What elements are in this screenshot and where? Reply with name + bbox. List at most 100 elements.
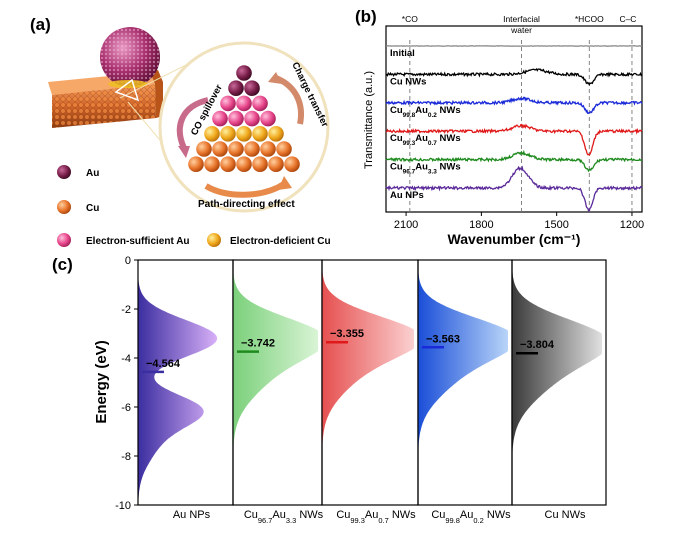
legend-item-ed-cu: Electron-deficient Cu (207, 233, 331, 247)
ftir-series-label-part: 0.2 (428, 111, 437, 118)
ftir-series-label-part: Au (415, 105, 428, 116)
pdos-panel: −3.355 Cu99.3Au0.7 NWs (321, 259, 419, 525)
atom (244, 110, 260, 127)
pdos-panel: −4.564 Au NPs (137, 259, 234, 521)
y-tick-label: -4 (121, 353, 131, 365)
au-nanoparticle (100, 27, 160, 88)
pdos-category-label-part: 99.8 (445, 516, 460, 525)
pdos-y-axis-title: Energy (eV) (93, 340, 110, 423)
pdos-category-label-part: NWs (484, 509, 511, 521)
atom (228, 80, 244, 96)
atom (252, 156, 268, 172)
pdos-category-label-part: Cu (244, 509, 258, 521)
ftir-series-label-part: NWs (437, 105, 461, 116)
atom (236, 95, 252, 112)
atom (228, 110, 244, 127)
pdos-area (138, 260, 218, 505)
ftir-series-label: Cu NWs (390, 76, 426, 87)
pdos-area (322, 260, 414, 505)
ftir-x-axis: 2100 1800 1500 1200 (394, 212, 644, 231)
path-directing-label: Path-directing effect (198, 199, 295, 210)
atom (252, 95, 268, 112)
ftir-series-label-part: 99.3 (403, 140, 416, 147)
legend-item-es-au: Electron-sufficient Au (57, 233, 190, 247)
ftir-series-label-part: 0.7 (428, 140, 437, 147)
d-band-center-label: −3.742 (241, 338, 275, 350)
pdos-category-label: Cu99.3Au0.7 NWs (336, 509, 416, 525)
pdos-area (418, 260, 508, 505)
d-band-center-label: −4.564 (146, 358, 181, 370)
pdos-category-label-part: Cu (336, 509, 350, 521)
y-tick-label: 0 (125, 255, 131, 267)
atom (260, 110, 276, 127)
pdos-area (233, 260, 318, 505)
zoom-marker (114, 78, 140, 102)
ftir-series-label-part: 96.7 (403, 168, 416, 175)
atom (196, 141, 212, 157)
charge-transfer-arrow (274, 75, 304, 125)
ftir-series-line (385, 67, 643, 86)
legend-item-au: Au (57, 165, 99, 179)
y-tick-label: -6 (121, 402, 131, 414)
legend-label-au: Au (86, 168, 99, 179)
panel-a-label: (a) (30, 15, 51, 34)
pdos-category-label-part: Au (460, 509, 473, 521)
panel-b-label: (b) (355, 7, 377, 26)
path-directing-arrow (204, 181, 286, 198)
reference-label-0: *CO (402, 14, 418, 24)
atom (268, 126, 284, 142)
pdos-panel: −3.742 Cu96.7Au3.3 NWs (232, 259, 324, 525)
ftir-series-line (385, 123, 643, 156)
ftir-series-line (385, 165, 643, 212)
pdos-panel: −3.804 Cu NWs (511, 259, 607, 521)
pdos-category-label-part: NWs (389, 509, 416, 521)
reference-label-1-line1: Interfacial (503, 14, 540, 24)
atom (212, 110, 228, 127)
pdos-y-axis: 0 -2 -4 -6 -8 -10 (115, 255, 138, 512)
atom (244, 141, 260, 157)
pdos-category-label-part: 3.3 (286, 516, 296, 525)
reference-label-2: *HCOO (575, 14, 604, 24)
atom (220, 95, 236, 112)
scheme-legend: Au Cu Electron-sufficient Au Electron-de… (57, 165, 331, 247)
pdos-category-label-part: 0.2 (473, 516, 483, 525)
atom (220, 126, 236, 142)
pdos-category-label-part: 99.3 (350, 516, 365, 525)
atom (252, 126, 268, 142)
pdos-panel: −3.563 Cu99.8Au0.2 NWs (417, 259, 513, 525)
pdos-area (512, 260, 602, 505)
d-band-center-label: −3.563 (426, 333, 460, 345)
atom (268, 156, 284, 172)
ftir-series-label-part: 3.3 (428, 168, 437, 175)
reference-label-1-line2: water (510, 25, 532, 35)
atom (284, 156, 300, 172)
y-tick-label: -2 (121, 304, 131, 316)
d-band-center-label: −3.355 (330, 328, 364, 340)
atom (220, 156, 236, 172)
atom (212, 141, 228, 157)
pdos-category-label: Cu NWs (545, 509, 586, 521)
ftir-x-axis-title: Wavenumber (cm⁻¹) (448, 231, 581, 247)
pdos-frame (511, 259, 607, 506)
ftir-series-label-part: Cu (390, 133, 403, 144)
ftir-series-label-part: NWs (437, 133, 461, 144)
pdos-category-label-part: Cu (431, 509, 445, 521)
legend-label-es-au: Electron-sufficient Au (86, 236, 190, 247)
atom (236, 126, 252, 142)
legend-label-cu: Cu (86, 203, 99, 214)
atom (204, 156, 220, 172)
co-spillover-arrow (177, 97, 209, 150)
ftir-series-label: Cu99.8Au0.2 NWs (390, 105, 461, 119)
atom (244, 80, 260, 96)
ftir-series-label: Au NPs (390, 190, 424, 201)
reference-label-3: C–C (619, 14, 636, 24)
ftir-series-label-part: Au (415, 133, 428, 144)
legend-item-cu: Cu (57, 200, 99, 214)
x-tick-label: 2100 (394, 219, 418, 231)
ftir-series-label-part: Au (415, 162, 428, 173)
